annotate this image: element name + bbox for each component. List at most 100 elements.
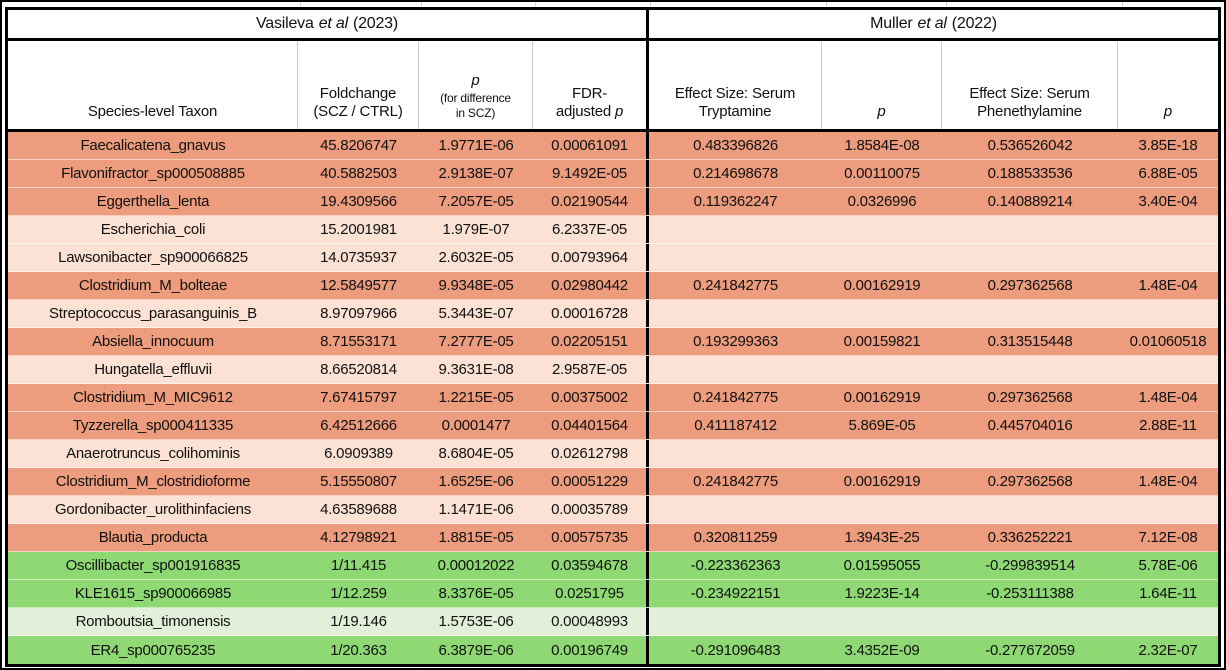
effect-tryptamine-cell[interactable]: 0.483396826 [646, 132, 822, 159]
p-phenethylamine-cell[interactable]: 7.12E-08 [1138, 529, 1198, 546]
effect-tryptamine-cell[interactable]: 0.214698678 [646, 160, 822, 187]
p-tryptamine-cell[interactable]: 0.0326996 [847, 193, 917, 210]
p-value-cell[interactable]: 2.6032E-05 [438, 249, 514, 266]
p-value-cell[interactable]: 0.0001477 [441, 417, 511, 434]
fdr-p-cell[interactable]: 0.03594678 [551, 557, 628, 574]
p-phenethylamine-cell[interactable]: 0.01060518 [1129, 333, 1207, 350]
taxon-cell[interactable]: Clostridium_M_clostridioforme [55, 473, 251, 490]
effect-phenethylamine-cell[interactable]: -0.277672059 [985, 641, 1075, 659]
effect-phenethylamine-cell[interactable] [942, 244, 1118, 271]
p-tryptamine-cell[interactable]: 0.00159821 [843, 333, 921, 350]
effect-phenethylamine-cell[interactable]: 0.188533536 [987, 165, 1073, 182]
fdr-p-cell[interactable]: 0.00048993 [551, 613, 628, 630]
fdr-p-cell[interactable]: 0.00016728 [551, 305, 628, 322]
foldchange-cell[interactable]: 12.5849577 [320, 277, 397, 294]
p-tryptamine-cell[interactable] [822, 300, 942, 327]
p-value-cell[interactable]: 8.6804E-05 [438, 445, 514, 462]
p-tryptamine-cell[interactable]: 0.00162919 [843, 277, 921, 294]
effect-tryptamine-cell[interactable] [646, 244, 822, 271]
effect-tryptamine-cell[interactable] [646, 608, 822, 635]
p-phenethylamine-cell[interactable]: 2.32E-07 [1138, 641, 1198, 659]
foldchange-cell[interactable]: 1/19.146 [330, 613, 387, 630]
taxon-cell[interactable]: ER4_sp000765235 [90, 641, 216, 659]
effect-tryptamine-cell[interactable]: 0.241842775 [646, 384, 822, 411]
p-value-cell[interactable]: 7.2057E-05 [438, 193, 514, 210]
effect-phenethylamine-cell[interactable]: -0.253111388 [986, 585, 1074, 602]
p-value-cell[interactable]: 0.00012022 [437, 557, 515, 574]
p-phenethylamine-cell[interactable] [1118, 608, 1218, 635]
effect-phenethylamine-cell[interactable] [942, 496, 1118, 523]
foldchange-cell[interactable]: 45.8206747 [320, 137, 397, 154]
p-phenethylamine-cell[interactable]: 6.88E-05 [1138, 165, 1198, 182]
header-p-difference[interactable]: p (for difference in SCZ) [419, 41, 533, 129]
p-tryptamine-cell[interactable] [822, 608, 942, 635]
taxon-cell[interactable]: Eggerthella_lenta [96, 193, 210, 210]
p-value-cell[interactable]: 9.3631E-08 [438, 361, 514, 378]
p-tryptamine-cell[interactable] [822, 356, 942, 383]
effect-phenethylamine-cell[interactable] [942, 356, 1118, 383]
p-value-cell[interactable]: 2.9138E-07 [438, 165, 514, 182]
p-value-cell[interactable]: 1.1471E-06 [438, 501, 514, 518]
fdr-p-cell[interactable]: 0.00196749 [551, 641, 628, 659]
effect-phenethylamine-cell[interactable] [942, 440, 1118, 467]
effect-phenethylamine-cell[interactable]: 0.445704016 [987, 417, 1073, 434]
p-tryptamine-cell[interactable]: 1.9223E-14 [844, 585, 920, 602]
fdr-p-cell[interactable]: 0.02980442 [551, 277, 628, 294]
taxon-cell[interactable]: Clostridium_M_MIC9612 [73, 389, 233, 406]
p-tryptamine-cell[interactable]: 1.8584E-08 [844, 137, 920, 154]
p-value-cell[interactable]: 1.9771E-06 [438, 137, 514, 154]
header-effect-tryptamine[interactable]: Effect Size: Serum Tryptamine [646, 41, 822, 129]
p-value-cell[interactable]: 7.2777E-05 [438, 333, 514, 350]
fdr-p-cell[interactable]: 0.02205151 [551, 333, 628, 350]
effect-phenethylamine-cell[interactable]: 0.313515448 [987, 333, 1073, 350]
effect-tryptamine-cell[interactable]: -0.234922151 [646, 580, 822, 607]
p-tryptamine-cell[interactable]: 0.00162919 [843, 389, 921, 406]
foldchange-cell[interactable]: 15.2001981 [320, 221, 397, 238]
taxon-cell[interactable]: Lawsonibacter_sp900066825 [58, 249, 248, 266]
p-phenethylamine-cell[interactable] [1118, 356, 1218, 383]
effect-tryptamine-cell[interactable]: 0.241842775 [646, 272, 822, 299]
effect-phenethylamine-cell[interactable]: 0.536526042 [987, 137, 1073, 154]
p-phenethylamine-cell[interactable]: 3.85E-18 [1138, 137, 1198, 154]
p-tryptamine-cell[interactable]: 5.869E-05 [848, 417, 916, 434]
p-value-cell[interactable]: 1.5753E-06 [438, 613, 514, 630]
fdr-p-cell[interactable]: 0.00061091 [551, 137, 628, 154]
header-taxon[interactable]: Species-level Taxon [8, 41, 298, 129]
effect-phenethylamine-cell[interactable]: 0.336252221 [987, 529, 1073, 546]
foldchange-cell[interactable]: 4.63589688 [320, 501, 397, 518]
effect-phenethylamine-cell[interactable] [942, 300, 1118, 327]
foldchange-cell[interactable]: 8.66520814 [320, 361, 397, 378]
effect-phenethylamine-cell[interactable]: 0.140889214 [987, 193, 1073, 210]
foldchange-cell[interactable]: 14.0735937 [320, 249, 397, 266]
p-phenethylamine-cell[interactable]: 5.78E-06 [1138, 557, 1198, 574]
effect-phenethylamine-cell[interactable]: 0.297362568 [987, 473, 1073, 490]
p-tryptamine-cell[interactable] [822, 216, 942, 243]
taxon-cell[interactable]: Oscillibacter_sp001916835 [65, 557, 241, 574]
p-value-cell[interactable]: 1.6525E-06 [438, 473, 514, 490]
taxon-cell[interactable]: Gordonibacter_urolithinfaciens [55, 501, 251, 518]
foldchange-cell[interactable]: 1/11.415 [330, 557, 387, 574]
taxon-cell[interactable]: Flavonifractor_sp000508885 [61, 165, 245, 182]
header-p-phenethylamine[interactable]: p [1118, 41, 1218, 129]
p-value-cell[interactable]: 6.3879E-06 [438, 641, 514, 659]
effect-tryptamine-cell[interactable]: -0.291096483 [646, 636, 822, 664]
p-phenethylamine-cell[interactable] [1118, 440, 1218, 467]
fdr-p-cell[interactable]: 0.00035789 [551, 501, 628, 518]
p-tryptamine-cell[interactable] [822, 496, 942, 523]
effect-tryptamine-cell[interactable] [646, 496, 822, 523]
effect-phenethylamine-cell[interactable]: 0.297362568 [987, 277, 1073, 294]
p-tryptamine-cell[interactable]: 0.00110075 [844, 165, 920, 182]
fdr-p-cell[interactable]: 2.9587E-05 [551, 361, 628, 378]
taxon-cell[interactable]: Escherichia_coli [100, 221, 206, 238]
effect-tryptamine-cell[interactable]: 0.411187412 [646, 412, 822, 439]
p-phenethylamine-cell[interactable] [1118, 496, 1218, 523]
effect-tryptamine-cell[interactable]: 0.320811259 [646, 524, 822, 551]
taxon-cell[interactable]: Absiella_innocuum [92, 333, 214, 350]
header-p-tryptamine[interactable]: p [822, 41, 942, 129]
fdr-p-cell[interactable]: 0.02190544 [551, 193, 628, 210]
p-phenethylamine-cell[interactable]: 1.64E-11 [1139, 585, 1197, 602]
p-tryptamine-cell[interactable]: 0.01595055 [843, 557, 921, 574]
effect-tryptamine-cell[interactable] [646, 356, 822, 383]
foldchange-cell[interactable]: 5.15550807 [320, 473, 397, 490]
effect-tryptamine-cell[interactable] [646, 216, 822, 243]
